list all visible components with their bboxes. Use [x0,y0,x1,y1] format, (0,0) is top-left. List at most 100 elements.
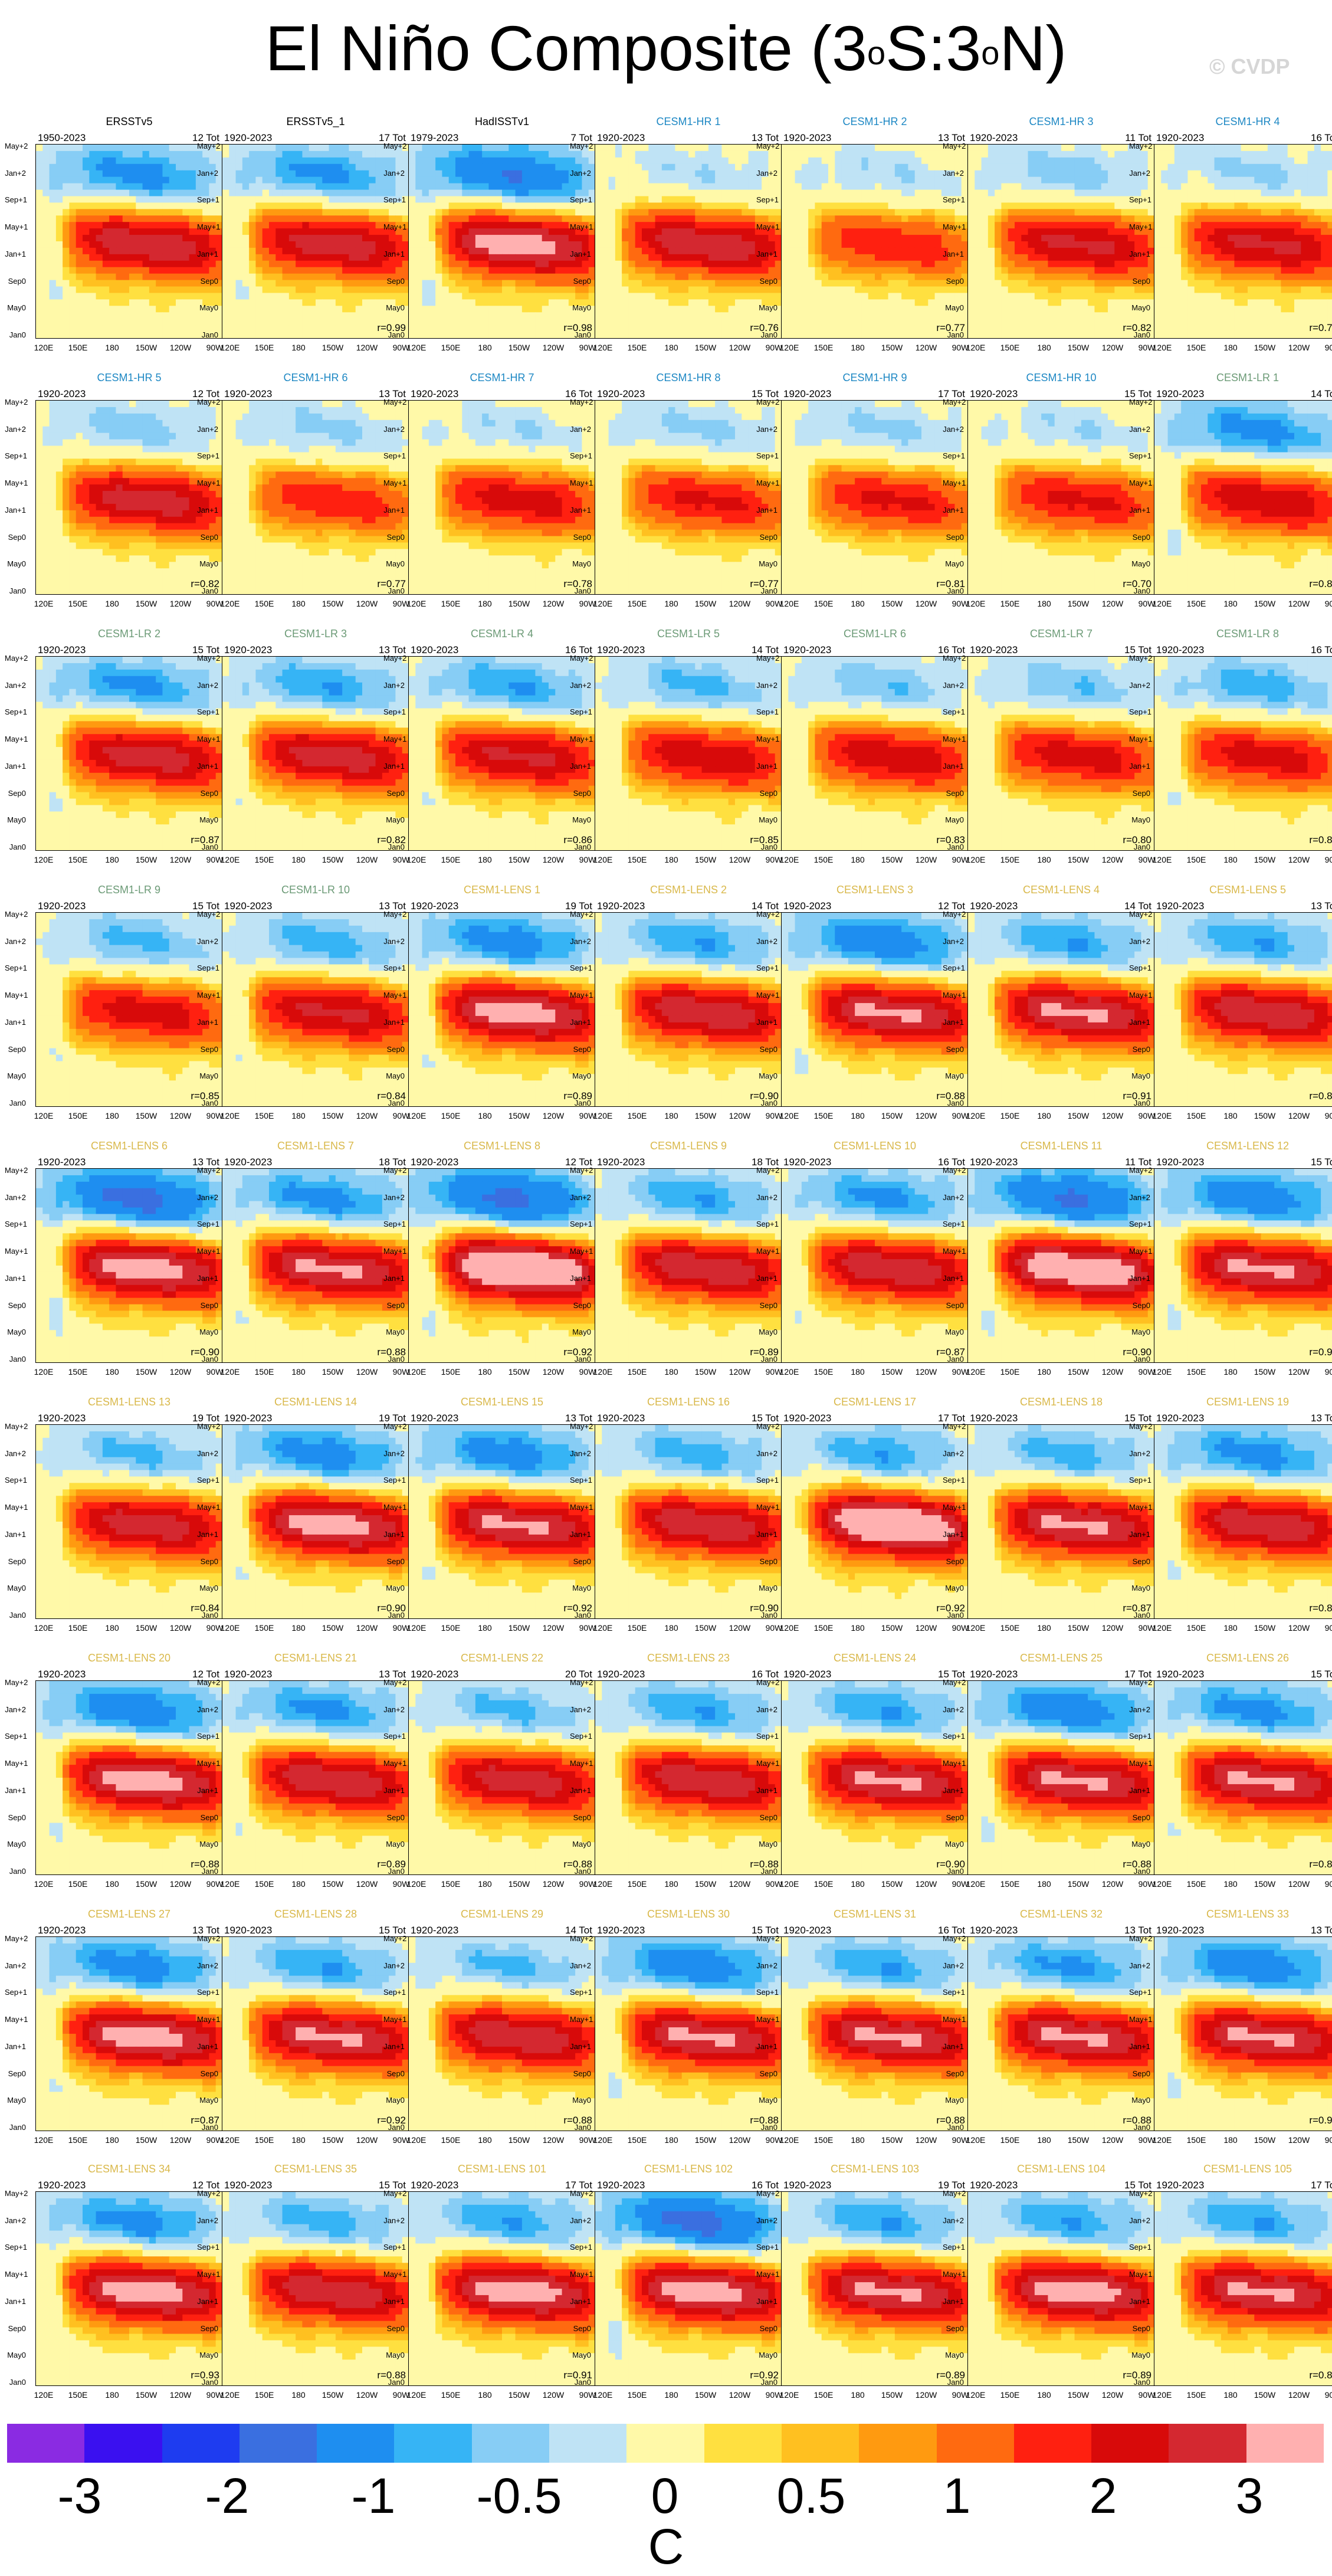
heatmap-cell [1061,196,1068,203]
heatmap-cell [1147,170,1154,178]
heatmap-cell [515,332,523,338]
heatmap-cell [881,241,889,248]
heatmap-cell [642,196,649,203]
heatmap-cell [701,293,709,300]
heatmap-cell [316,235,323,242]
heatmap-cell [721,325,729,332]
heatmap-cell [229,325,237,332]
heatmap-cell [701,319,709,326]
heatmap-cell [948,202,956,209]
heatmap-cell [782,299,789,306]
heatmap-cell [69,222,77,229]
heatmap-cell [855,267,862,274]
heatmap-cell [235,170,243,178]
heatmap-cell [1088,215,1095,222]
heatmap-cell [83,196,90,203]
heatmap-cell [715,170,723,178]
heatmap-cell [549,293,556,300]
heatmap-cell [622,235,629,242]
composite-panel: CESM1-HR 1 1920-2023 13 Tot r=0.76 May+2 Jan+… [570,116,782,372]
heatmap-cell [296,235,303,242]
heatmap-cell [542,189,549,197]
heatmap-cell [708,209,716,216]
heatmap-cell [921,163,929,171]
heatmap-cell [688,325,695,332]
heatmap-cell [568,267,576,274]
heatmap-cell [521,209,529,216]
heatmap-cell [801,260,809,268]
heatmap-cell [742,170,749,178]
heatmap-cell [335,228,343,235]
heatmap-cell [948,222,956,229]
heatmap-cell [309,215,316,222]
heatmap-cell [488,280,496,287]
heatmap-cell [189,170,196,178]
heatmap-cell [521,189,529,197]
heatmap-cell [728,183,736,191]
heatmap-cell [1081,189,1088,197]
heatmap-cell [715,260,723,268]
heatmap-cell [588,293,595,300]
heatmap-cell [149,260,156,268]
heatmap-cell [149,183,156,191]
heatmap-cell [422,150,429,158]
heatmap-cell [296,267,303,274]
heatmap-cell [495,189,503,197]
heatmap-cell [89,170,97,178]
heatmap-cell [721,145,729,152]
heatmap-cell [116,189,123,197]
heatmap-cell [442,145,450,152]
heatmap-cell [488,215,496,222]
heatmap-cell [122,170,130,178]
heatmap-cell [249,247,257,255]
heatmap-cell [642,332,649,338]
heatmap-cell [868,235,875,242]
heatmap-cell [555,215,563,222]
heatmap-cell [795,247,802,255]
heatmap-cell [995,189,1002,197]
heatmap-cell [1108,293,1115,300]
heatmap-cell [156,293,163,300]
heatmap-cell [954,170,962,178]
heatmap-cell [169,150,176,158]
heatmap-cell [142,286,150,294]
heatmap-cell [229,273,237,281]
heatmap-cell [908,267,916,274]
heatmap-cell [116,150,123,158]
heatmap-cell [36,293,43,300]
heatmap-cell [296,332,303,338]
heatmap-cell [222,228,229,235]
heatmap-cell [49,319,57,326]
heatmap-cell [575,215,583,222]
heatmap-cell [981,209,989,216]
heatmap-cell [302,235,310,242]
heatmap-cell [402,183,409,191]
heatmap-cell [415,202,423,209]
heatmap-cell [782,306,789,313]
heatmap-cell [788,247,796,255]
heatmap-cell [1081,260,1088,268]
heatmap-cell [841,183,849,191]
heatmap-cell [202,189,210,197]
heatmap-cell [83,163,90,171]
heatmap-cell [861,202,869,209]
heatmap-cell [142,150,150,158]
heatmap-cell [808,215,816,222]
heatmap-cell [549,325,556,332]
heatmap-cell [322,202,330,209]
heatmap-cell [808,306,816,313]
heatmap-cell [948,273,956,281]
heatmap-cell [1094,170,1102,178]
heatmap-cell [1114,157,1122,165]
heatmap-cell [615,267,622,274]
heatmap-cell [1015,145,1022,152]
heatmap-cell [468,145,476,152]
heatmap-cell [928,157,936,165]
heatmap-cell [701,273,709,281]
heatmap-cell [748,306,756,313]
heatmap-cell [728,170,736,178]
heatmap-cell [582,267,589,274]
heatmap-cell [275,209,283,216]
heatmap-cell [122,286,130,294]
heatmap-cell [182,332,190,338]
